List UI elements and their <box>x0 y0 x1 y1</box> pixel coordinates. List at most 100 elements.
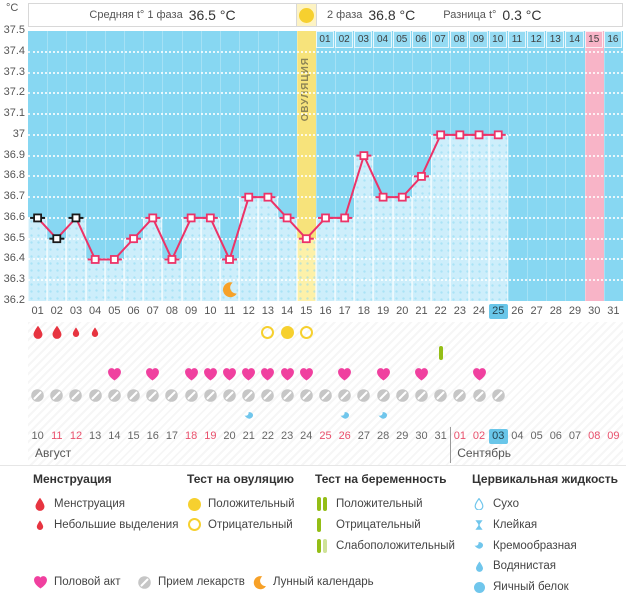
temperature-point[interactable] <box>321 213 330 223</box>
medication-icon[interactable] <box>49 388 64 403</box>
cycle-day-number[interactable]: 12 <box>242 305 255 317</box>
cervical-fluid-icon[interactable] <box>243 410 255 422</box>
temperature-point[interactable] <box>205 213 215 223</box>
cycle-day-number[interactable]: 06 <box>127 305 140 317</box>
cervical-fluid-icon[interactable] <box>377 410 389 422</box>
medication-icon[interactable] <box>414 388 429 403</box>
cycle-day-number[interactable]: 23 <box>453 305 466 317</box>
ovulation-test-icon[interactable] <box>261 325 275 339</box>
cycle-day-number[interactable]: 16 <box>319 305 332 317</box>
medication-icon[interactable] <box>337 388 352 403</box>
temperature-point[interactable] <box>397 192 407 202</box>
pregnancy-test-icon[interactable] <box>438 346 443 360</box>
cycle-day-number[interactable]: 01 <box>31 305 44 317</box>
medication-icon[interactable] <box>222 388 237 403</box>
medication-icon[interactable] <box>452 388 467 403</box>
date-number[interactable]: 06 <box>549 430 562 442</box>
cycle-day-number[interactable]: 22 <box>434 305 447 317</box>
ovulation-test-icon[interactable] <box>299 325 313 339</box>
temperature-point[interactable] <box>33 213 42 223</box>
intercourse-icon[interactable] <box>337 367 352 382</box>
intercourse-icon[interactable] <box>280 367 295 382</box>
intercourse-icon[interactable] <box>414 367 429 382</box>
medication-icon[interactable] <box>241 388 256 403</box>
cycle-day-number[interactable]: 20 <box>396 305 409 317</box>
cycle-day-number[interactable]: 28 <box>549 305 562 317</box>
temperature-point[interactable] <box>436 130 446 140</box>
intercourse-icon[interactable] <box>376 367 391 382</box>
temperature-point[interactable] <box>340 213 350 223</box>
temperature-point[interactable] <box>244 192 254 202</box>
medication-icon[interactable] <box>491 388 506 403</box>
cycle-day-number[interactable]: 11 <box>223 305 236 317</box>
intercourse-icon[interactable] <box>107 367 122 382</box>
cycle-day-number[interactable]: 13 <box>261 305 275 317</box>
medication-icon[interactable] <box>280 388 295 403</box>
cycle-day-number[interactable]: 02 <box>50 305 63 317</box>
intercourse-icon[interactable] <box>241 367 256 382</box>
menstruation-icon[interactable] <box>50 325 64 339</box>
temperature-point[interactable] <box>493 130 503 140</box>
date-number[interactable]: 16 <box>146 430 159 442</box>
cycle-day-number[interactable]: 14 <box>280 305 294 317</box>
date-number[interactable]: 08 <box>588 430 601 442</box>
date-number[interactable]: 01 <box>453 430 466 442</box>
medication-icon[interactable] <box>68 388 83 403</box>
date-number[interactable]: 26 <box>338 430 351 442</box>
temperature-point[interactable] <box>90 255 100 264</box>
medication-icon[interactable] <box>203 388 218 403</box>
temperature-point[interactable] <box>129 234 138 244</box>
date-number[interactable]: 10 <box>31 430 44 442</box>
medication-icon[interactable] <box>145 388 160 403</box>
menstruation-icon[interactable] <box>71 327 81 337</box>
date-number[interactable]: 23 <box>280 430 294 442</box>
intercourse-icon[interactable] <box>299 367 314 382</box>
date-number[interactable]: 27 <box>357 430 370 442</box>
cycle-day-number[interactable]: 03 <box>69 305 83 317</box>
medication-icon[interactable] <box>395 388 410 403</box>
cycle-day-number[interactable]: 25 <box>488 304 508 319</box>
temperature-point[interactable] <box>301 234 311 244</box>
temperature-point[interactable] <box>225 255 234 264</box>
cycle-day-number[interactable]: 18 <box>357 305 370 317</box>
medication-icon[interactable] <box>318 388 333 403</box>
cycle-day-number[interactable]: 07 <box>146 305 159 317</box>
date-number[interactable]: 02 <box>472 430 486 442</box>
date-number[interactable]: 11 <box>51 430 63 442</box>
temperature-point[interactable] <box>474 130 484 140</box>
date-number[interactable]: 24 <box>300 430 313 442</box>
cycle-day-number[interactable]: 29 <box>568 305 582 317</box>
cycle-day-number[interactable]: 10 <box>204 305 217 317</box>
cycle-day-number[interactable]: 30 <box>588 305 601 317</box>
date-number[interactable]: 19 <box>204 430 217 442</box>
date-number[interactable]: 15 <box>127 430 140 442</box>
date-number[interactable]: 07 <box>568 430 582 442</box>
cycle-day-number[interactable]: 24 <box>472 305 486 317</box>
date-number[interactable]: 22 <box>261 430 275 442</box>
date-number[interactable]: 31 <box>434 430 447 442</box>
cycle-day-number[interactable]: 09 <box>185 305 198 317</box>
date-number[interactable]: 25 <box>319 430 332 442</box>
cycle-day-number[interactable]: 15 <box>300 305 313 317</box>
date-number[interactable]: 13 <box>89 430 102 442</box>
menstruation-icon[interactable] <box>90 327 100 337</box>
temperature-point[interactable] <box>71 213 81 223</box>
temperature-point[interactable] <box>167 255 177 264</box>
medication-icon[interactable] <box>356 388 371 403</box>
cycle-day-number[interactable]: 27 <box>530 305 543 317</box>
date-number[interactable]: 03 <box>488 429 508 444</box>
cycle-day-number[interactable]: 04 <box>89 305 102 317</box>
temperature-point[interactable] <box>52 234 62 244</box>
intercourse-icon[interactable] <box>203 367 218 382</box>
temperature-point[interactable] <box>417 171 426 181</box>
medication-icon[interactable] <box>88 388 103 403</box>
temperature-point[interactable] <box>455 130 465 140</box>
date-number[interactable]: 20 <box>223 430 236 442</box>
ovulation-test-icon[interactable] <box>280 325 294 339</box>
cycle-day-number[interactable]: 08 <box>165 305 179 317</box>
cervical-fluid-icon[interactable] <box>339 410 351 422</box>
date-number[interactable]: 04 <box>511 430 524 442</box>
date-number[interactable]: 29 <box>396 430 409 442</box>
medication-icon[interactable] <box>126 388 141 403</box>
medication-icon[interactable] <box>260 388 275 403</box>
